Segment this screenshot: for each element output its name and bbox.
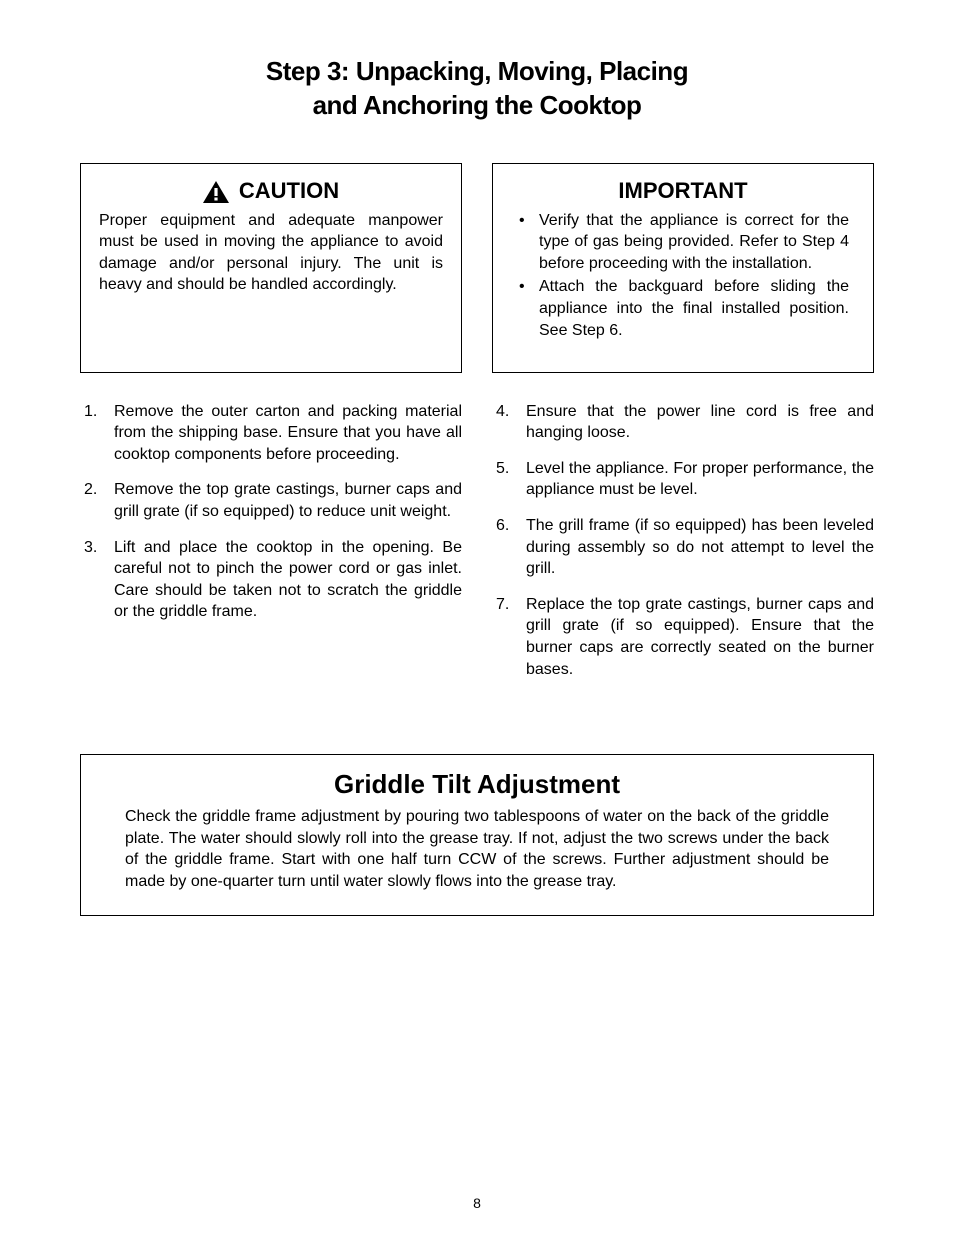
right-column: IMPORTANT Verify that the appliance is c… [492, 163, 874, 695]
important-bullets: Verify that the appliance is correct for… [511, 210, 855, 342]
document-page: Step 3: Unpacking, Moving, Placing and A… [0, 0, 954, 1235]
step-item: Level the appliance. For proper performa… [526, 458, 874, 501]
warning-icon [203, 178, 229, 204]
left-column: CAUTION Proper equipment and adequate ma… [80, 163, 462, 695]
griddle-box: Griddle Tilt Adjustment Check the griddl… [80, 754, 874, 915]
step-item: The grill frame (if so equipped) has bee… [526, 515, 874, 580]
page-title: Step 3: Unpacking, Moving, Placing and A… [80, 55, 874, 123]
important-heading: IMPORTANT [511, 178, 855, 204]
step-item: Ensure that the power line cord is free … [526, 401, 874, 444]
step-item: Replace the top grate castings, burner c… [526, 594, 874, 680]
griddle-heading: Griddle Tilt Adjustment [125, 769, 829, 800]
title-line-2: and Anchoring the Cooktop [313, 90, 642, 120]
steps-left: Remove the outer carton and packing mate… [80, 401, 462, 623]
griddle-body: Check the griddle frame adjustment by po… [125, 806, 829, 892]
caution-label: CAUTION [239, 178, 339, 204]
title-line-1: Step 3: Unpacking, Moving, Placing [266, 56, 688, 86]
page-number: 8 [0, 1195, 954, 1211]
important-item: Attach the backguard before sliding the … [539, 276, 849, 341]
step-item: Remove the top grate castings, burner ca… [114, 479, 462, 522]
step-item: Lift and place the cooktop in the openin… [114, 537, 462, 623]
important-box: IMPORTANT Verify that the appliance is c… [492, 163, 874, 373]
step-item: Remove the outer carton and packing mate… [114, 401, 462, 466]
caution-heading: CAUTION [99, 178, 443, 204]
caution-body: Proper equipment and adequate manpower m… [99, 210, 443, 296]
two-column-layout: CAUTION Proper equipment and adequate ma… [80, 163, 874, 695]
caution-box: CAUTION Proper equipment and adequate ma… [80, 163, 462, 373]
steps-right: Ensure that the power line cord is free … [492, 401, 874, 681]
important-item: Verify that the appliance is correct for… [539, 210, 849, 275]
